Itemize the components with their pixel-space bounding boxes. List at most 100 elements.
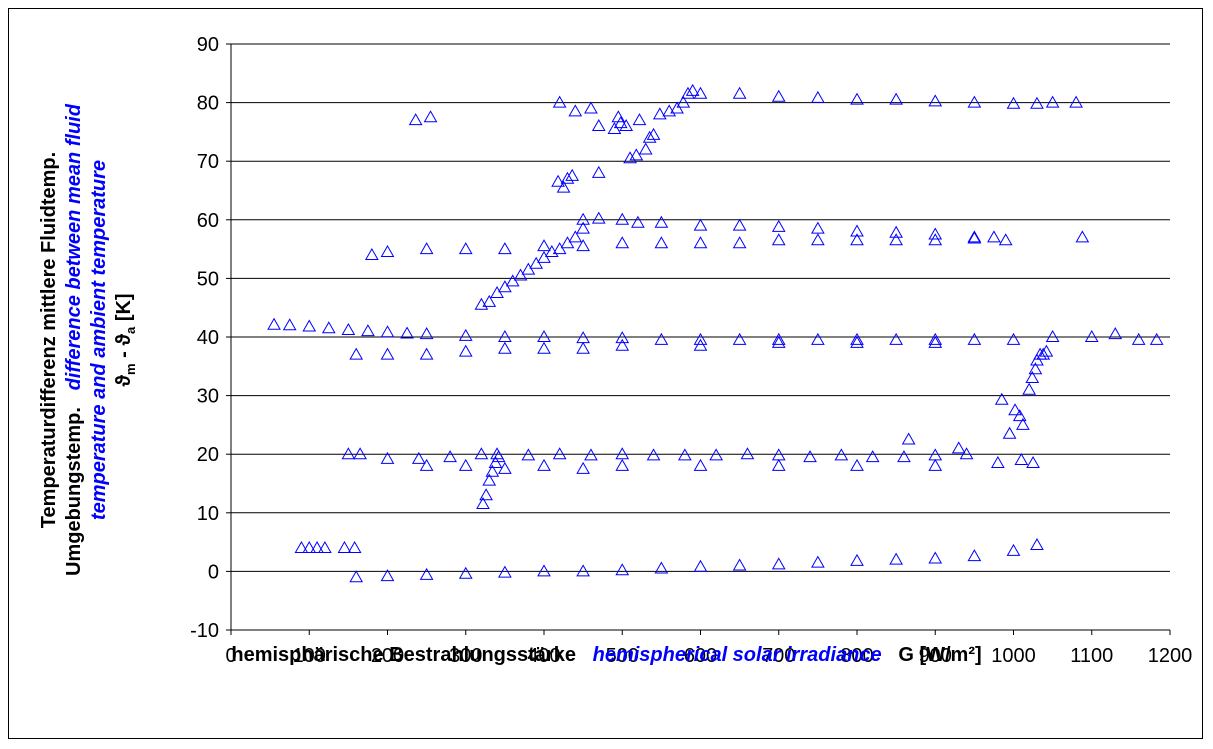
data-point: [521, 448, 536, 461]
data-point: [967, 549, 982, 562]
data-point: [537, 564, 551, 577]
x-tick-label: 0: [225, 645, 236, 667]
data-point: [1006, 96, 1021, 109]
x-tick-labels: 0 100 200 300 400 500 600 700 800 900 1000 1100 1200: [225, 645, 1192, 667]
data-point: [364, 247, 379, 260]
data-point: [654, 236, 669, 249]
data-point: [318, 540, 332, 553]
data-point: [631, 215, 645, 228]
data-point: [576, 221, 590, 234]
data-point: [521, 262, 536, 275]
data-point: [310, 540, 324, 553]
y-tick-label: 70: [197, 151, 219, 173]
data-point: [1022, 382, 1037, 395]
data-point: [576, 461, 590, 474]
data-point: [889, 233, 903, 246]
data-point: [850, 458, 864, 471]
data-point: [1028, 362, 1043, 375]
data-point: [811, 221, 825, 234]
data-point: [419, 347, 434, 360]
data-point: [811, 555, 825, 568]
x-tick-label: 100: [293, 645, 326, 667]
data-point: [479, 488, 493, 501]
data-point: [967, 95, 982, 108]
data-point: [1039, 344, 1054, 357]
data-point: [834, 448, 849, 461]
data-point: [337, 540, 352, 553]
data-point: [771, 557, 786, 570]
data-point: [458, 344, 473, 357]
data-point: [889, 225, 903, 238]
data-point: [632, 113, 647, 126]
data-point: [498, 280, 512, 293]
data-point: [529, 256, 544, 269]
data-point: [928, 227, 943, 240]
data-point: [568, 104, 583, 117]
data-point: [615, 331, 630, 344]
data-point: [740, 447, 755, 460]
data-point: [623, 151, 637, 164]
data-point: [693, 236, 708, 249]
data-point: [732, 218, 747, 231]
data-point: [629, 148, 644, 161]
data-point: [850, 92, 864, 105]
y-tick-label: -10: [190, 620, 219, 642]
data-point: [615, 447, 630, 460]
y-tick-label: 50: [197, 268, 219, 290]
y-axis-symbol-theta-m: ϑ: [113, 374, 135, 387]
data-point: [576, 564, 590, 577]
y-tick-label: 90: [197, 34, 219, 56]
data-point: [1131, 332, 1146, 345]
data-point: [584, 101, 598, 114]
data-point: [654, 332, 669, 345]
data-point: [865, 450, 880, 463]
data-point: [811, 233, 825, 246]
x-axis-label-english: hemispherical solar irradiance: [592, 644, 882, 666]
data-point: [551, 174, 565, 187]
x-tick-label: 300: [449, 645, 482, 667]
data-point: [474, 297, 489, 310]
data-point: [419, 567, 434, 580]
x-tick-label: 700: [762, 645, 795, 667]
data-point: [400, 326, 414, 339]
data-point: [662, 104, 677, 117]
data-point: [670, 101, 684, 114]
y-tick-label: 20: [197, 444, 219, 466]
data-point: [411, 451, 426, 464]
data-point: [642, 130, 657, 143]
data-point: [681, 86, 695, 99]
data-point: [693, 218, 708, 231]
data-point: [498, 565, 512, 578]
data-point: [267, 317, 281, 330]
data-point: [498, 242, 512, 255]
data-point: [380, 245, 395, 258]
data-point: [771, 219, 786, 232]
data-point: [771, 332, 786, 345]
data-point: [693, 458, 708, 471]
x-tick-label: 800: [840, 645, 873, 667]
data-point: [1012, 409, 1027, 422]
data-point: [615, 458, 630, 471]
data-point: [654, 561, 669, 574]
data-point: [556, 180, 571, 193]
x-axis-unit: G [W/m²]: [898, 644, 982, 666]
data-point: [619, 119, 634, 132]
data-point: [560, 171, 575, 184]
data-point: [1108, 327, 1123, 340]
data-point: [458, 566, 473, 579]
data-point: [1008, 403, 1022, 416]
data-point: [491, 450, 506, 463]
data-point: [771, 335, 786, 348]
data-point: [353, 447, 367, 460]
data-point: [458, 458, 473, 471]
data-point: [998, 233, 1013, 246]
data-point: [380, 325, 395, 338]
data-point: [693, 332, 708, 345]
data-point: [709, 448, 724, 461]
data-point: [1084, 329, 1099, 342]
x-tick-label: 200: [371, 645, 404, 667]
data-point: [443, 450, 457, 463]
data-point: [544, 245, 559, 258]
data-point: [1030, 538, 1044, 551]
y-axis-label-line1: Temperaturdifferenz mittlere Fluidtemp.: [38, 151, 60, 529]
